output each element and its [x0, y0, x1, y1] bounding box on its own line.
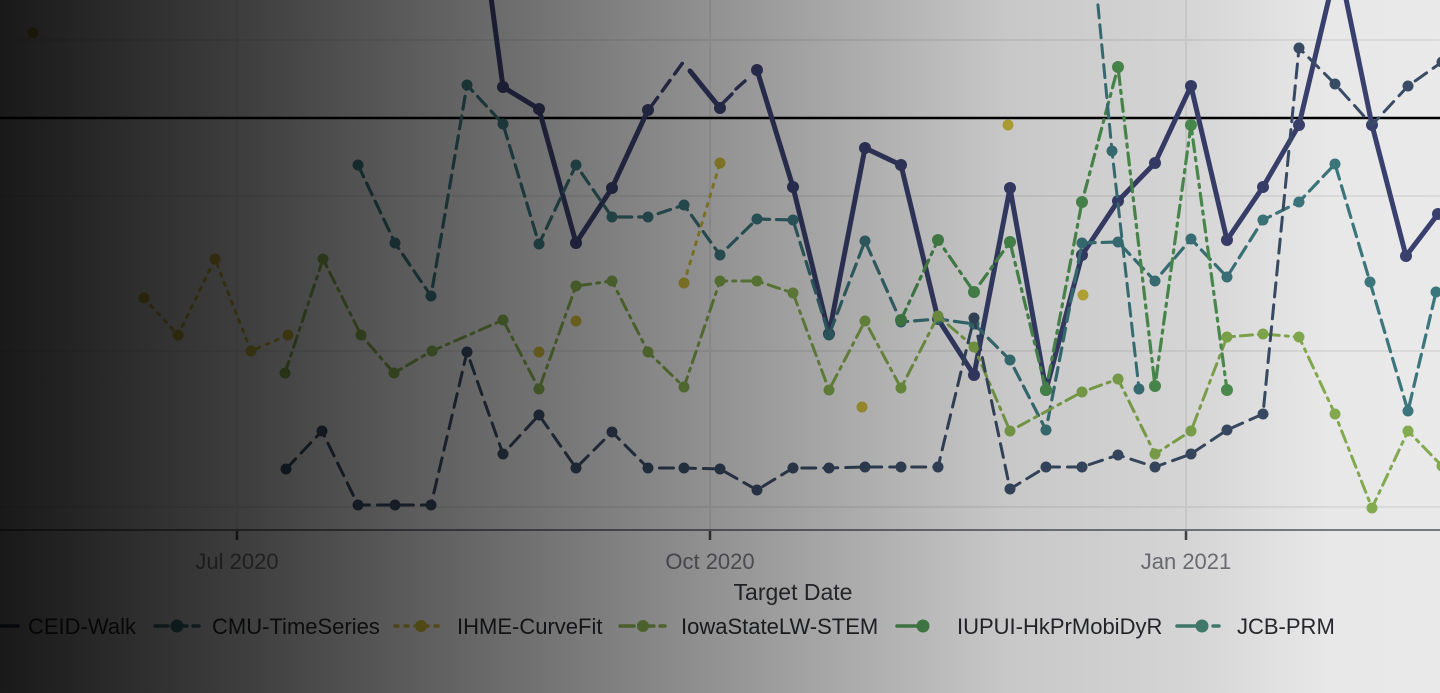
svg-text:IHME-CurveFit: IHME-CurveFit: [457, 614, 602, 639]
svg-text:IowaStateLW-STEM: IowaStateLW-STEM: [681, 614, 878, 639]
svg-text:JCB-PRM: JCB-PRM: [1237, 614, 1335, 639]
svg-text:CMU-TimeSeries: CMU-TimeSeries: [212, 614, 380, 639]
svg-text:Target Date: Target Date: [734, 579, 853, 605]
svg-text:Jul 2020: Jul 2020: [195, 549, 278, 574]
svg-text:CEID-Walk: CEID-Walk: [28, 614, 137, 639]
svg-text:IUPUI-HkPrMobiDyR: IUPUI-HkPrMobiDyR: [957, 614, 1162, 639]
svg-text:Oct 2020: Oct 2020: [665, 549, 754, 574]
svg-text:Jan 2021: Jan 2021: [1141, 549, 1232, 574]
